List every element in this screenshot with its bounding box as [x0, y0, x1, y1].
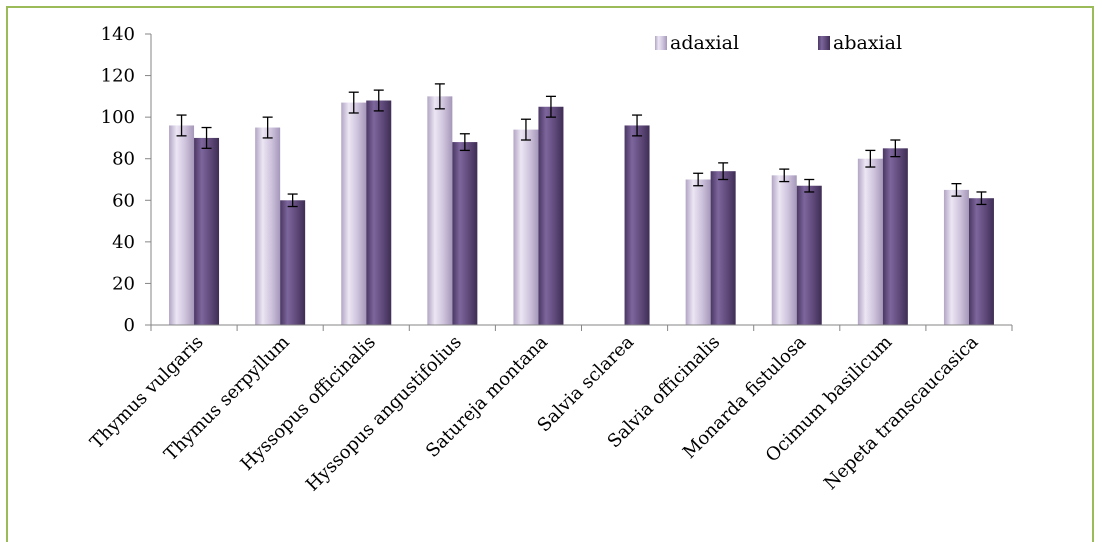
- error-bar-adaxial: [176, 114, 187, 137]
- legend-label-abaxial: abaxial: [833, 32, 902, 54]
- bar-abaxial: [366, 100, 392, 325]
- error-bar-abaxial: [373, 89, 384, 112]
- bar-abaxial: [796, 185, 822, 325]
- bar-adaxial: [255, 127, 281, 326]
- bar-adaxial: [427, 96, 453, 325]
- legend-label-adaxial: adaxial: [670, 32, 739, 54]
- x-tick-label: Hyssopus angustifolius: [302, 332, 466, 496]
- error-bar-abaxial: [201, 126, 212, 149]
- error-bar-abaxial: [287, 193, 298, 208]
- bar-abaxial: [538, 106, 564, 325]
- bar-abaxial: [710, 171, 736, 325]
- bar-adaxial: [771, 175, 797, 325]
- y-tick-label: 20: [112, 273, 135, 294]
- error-bar-abaxial: [545, 95, 556, 118]
- bar-abaxial: [882, 148, 908, 325]
- error-bar-adaxial: [348, 91, 359, 114]
- y-axis: 0 20 40 60 80 100 120 140: [101, 24, 152, 336]
- legend-swatch-adaxial: [655, 36, 667, 50]
- bar-abaxial: [624, 125, 650, 325]
- bar-abaxial: [280, 200, 306, 325]
- y-tick-label: 140: [101, 24, 135, 45]
- y-tick-label: 0: [124, 315, 135, 336]
- y-tick-label: 40: [112, 232, 135, 253]
- error-bar-adaxial: [693, 172, 704, 187]
- y-tick-label: 100: [101, 107, 135, 128]
- error-bar-abaxial: [890, 139, 901, 158]
- y-tick-label: 120: [101, 66, 135, 87]
- bar-adaxial: [943, 189, 969, 325]
- y-tick-label: 80: [112, 149, 135, 170]
- bar-adaxial: [513, 129, 539, 325]
- error-bar-adaxial: [865, 149, 876, 168]
- bar-adaxial: [857, 158, 883, 325]
- bar-adaxial: [341, 102, 367, 325]
- legend-swatch-abaxial: [818, 36, 830, 50]
- legend: adaxial abaxial: [655, 32, 902, 54]
- bar-abaxial: [452, 142, 478, 325]
- y-tick-label: 60: [112, 190, 135, 211]
- bar-abaxial: [968, 198, 994, 325]
- error-bar-adaxial: [434, 83, 445, 110]
- x-tick-label: Nepeta transcaucasica: [820, 331, 983, 494]
- bar-abaxial: [194, 137, 220, 325]
- bars: [169, 96, 994, 326]
- error-bar-adaxial: [520, 118, 531, 141]
- error-bar-abaxial: [976, 191, 987, 206]
- error-bar-adaxial: [779, 168, 790, 183]
- error-bars: [176, 83, 987, 208]
- bar-adaxial: [169, 125, 195, 325]
- error-bar-abaxial: [632, 114, 643, 137]
- error-bar-adaxial: [262, 116, 273, 139]
- error-bar-abaxial: [804, 178, 815, 193]
- error-bar-adaxial: [951, 183, 962, 197]
- error-bar-abaxial: [459, 133, 470, 152]
- error-bar-abaxial: [718, 162, 729, 181]
- bar-adaxial: [685, 179, 711, 325]
